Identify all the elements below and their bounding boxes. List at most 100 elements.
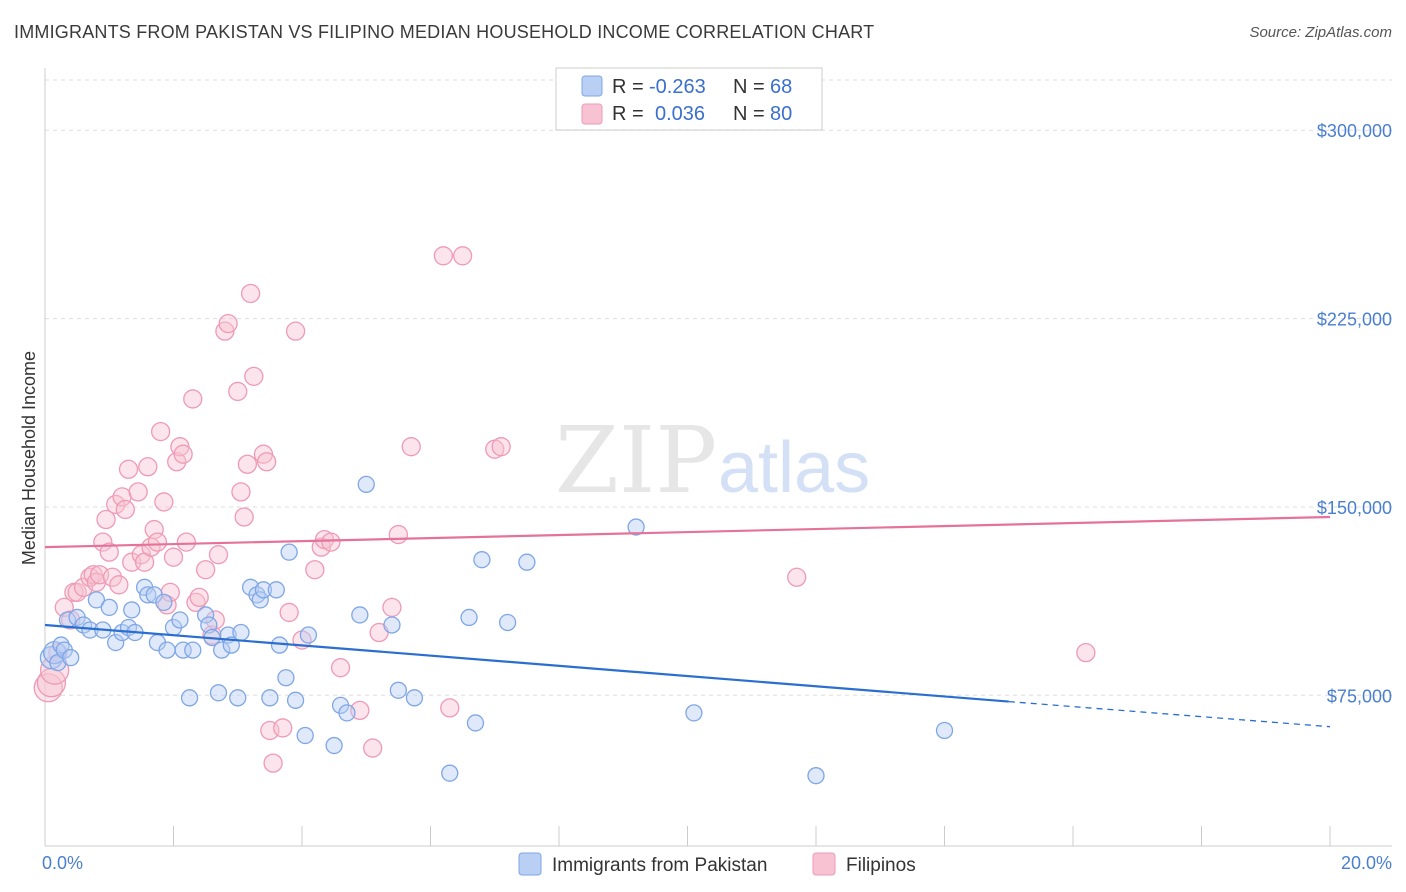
point-filipinos [305, 560, 325, 580]
point-filipinos [433, 246, 454, 266]
point-pakistan [935, 721, 954, 740]
point-pakistan [213, 641, 231, 659]
point-pakistan [357, 475, 375, 493]
trend-line-pakistan [44, 623, 1009, 703]
point-pakistan [325, 736, 343, 755]
point-filipinos [195, 560, 216, 580]
grid [45, 79, 1392, 696]
point-pakistan [139, 586, 157, 604]
y-tick-labels: $75,000 $150,000 $225,000 $300,000 [1317, 121, 1392, 706]
point-pakistan [286, 691, 305, 709]
point-pakistan [389, 681, 408, 699]
point-filipinos [208, 545, 229, 565]
point-pakistan [180, 689, 199, 707]
point-pakistan [123, 601, 141, 619]
point-pakistan [296, 726, 314, 745]
point-pakistan [155, 593, 173, 612]
point-pakistan [460, 608, 478, 627]
point-filipinos [183, 389, 203, 409]
point-filipinos [244, 366, 264, 387]
point-filipinos [33, 673, 63, 703]
point-pakistan [196, 606, 215, 624]
point-filipinos [102, 567, 123, 587]
point-pakistan [383, 616, 401, 634]
point-filipinos [285, 321, 306, 341]
legend-n-value-filipinos: 80 [770, 103, 792, 125]
point-filipinos [106, 494, 126, 515]
y-tick-label-2: $225,000 [1317, 310, 1392, 330]
series-pakistan [39, 475, 954, 785]
point-pakistan [473, 551, 491, 569]
point-filipinos [321, 532, 341, 552]
point-filipinos [147, 532, 168, 552]
point-filipinos [237, 454, 258, 474]
point-pakistan [251, 591, 269, 609]
point-pakistan [685, 704, 703, 722]
point-pakistan [100, 598, 118, 617]
point-filipinos [128, 482, 148, 502]
point-filipinos [99, 542, 119, 562]
point-pakistan [254, 581, 273, 599]
legend-n-value-pakistan: 68 [770, 76, 792, 98]
point-filipinos [163, 547, 184, 567]
legend-bottom: Immigrants from Pakistan Filipinos [518, 852, 916, 876]
legend-swatch-filipinos [581, 103, 603, 125]
point-pakistan [441, 764, 459, 782]
x-tick-labels: 0.0% 20.0% [42, 853, 1392, 873]
bottom-legend-swatch-pakistan [518, 852, 542, 876]
point-pakistan [229, 689, 247, 707]
point-pakistan [42, 640, 67, 665]
point-filipinos [167, 452, 187, 472]
point-filipinos [401, 437, 421, 457]
watermark-zip: ZIP [555, 407, 717, 514]
legend-swatch-pakistan [581, 75, 603, 97]
point-filipinos [263, 753, 283, 773]
point-filipinos [279, 602, 299, 623]
point-pakistan [174, 641, 192, 659]
point-filipinos [240, 283, 261, 304]
y-tick-label-1: $150,000 [1317, 498, 1392, 518]
point-filipinos [491, 437, 511, 457]
point-pakistan [171, 611, 189, 629]
point-pakistan [518, 553, 536, 571]
legend-r-label-pakistan: R = [612, 76, 644, 98]
chart-source: Source: ZipAtlas.com [1249, 24, 1392, 41]
point-pakistan [62, 648, 80, 667]
point-pakistan [232, 623, 250, 642]
point-filipinos [67, 582, 87, 602]
point-pakistan [261, 689, 279, 707]
y-axis-label: Median Household Income [19, 351, 39, 565]
point-pakistan [498, 613, 517, 632]
point-pakistan [209, 684, 228, 702]
point-filipinos [115, 499, 135, 520]
point-filipinos [96, 509, 116, 530]
bottom-legend-label-filipinos: Filipinos [846, 855, 916, 876]
trend-lines [44, 515, 1331, 728]
point-pakistan [277, 669, 295, 687]
point-filipinos [176, 532, 197, 552]
legend-top: R = -0.263 N = 68 R = 0.036 N = 80 [555, 67, 823, 131]
point-pakistan [87, 591, 106, 609]
point-pakistan [466, 714, 485, 732]
point-pakistan [627, 518, 645, 536]
x-tick-label-0: 0.0% [42, 853, 83, 873]
point-filipinos [257, 452, 277, 472]
point-pakistan [267, 581, 285, 599]
point-filipinos [189, 587, 209, 608]
legend-n-label-pakistan: N = [733, 76, 765, 98]
point-filipinos [330, 658, 351, 678]
trend-line-pakistan-extension [1008, 700, 1331, 728]
legend-r-value-filipinos: 0.036 [655, 103, 705, 125]
point-pakistan [299, 626, 318, 644]
trend-line-filipinos [44, 515, 1331, 549]
watermark-atlas: atlas [718, 428, 870, 508]
point-filipinos [1076, 642, 1096, 663]
point-filipinos [118, 459, 139, 479]
chart-title: IMMIGRANTS FROM PAKISTAN VS FILIPINO MED… [14, 22, 875, 42]
point-pakistan [405, 689, 424, 707]
y-tick-label-0: $75,000 [1327, 686, 1392, 706]
point-filipinos [363, 738, 383, 758]
legend-r-value-pakistan: -0.263 [649, 76, 706, 98]
point-pakistan [338, 704, 356, 722]
